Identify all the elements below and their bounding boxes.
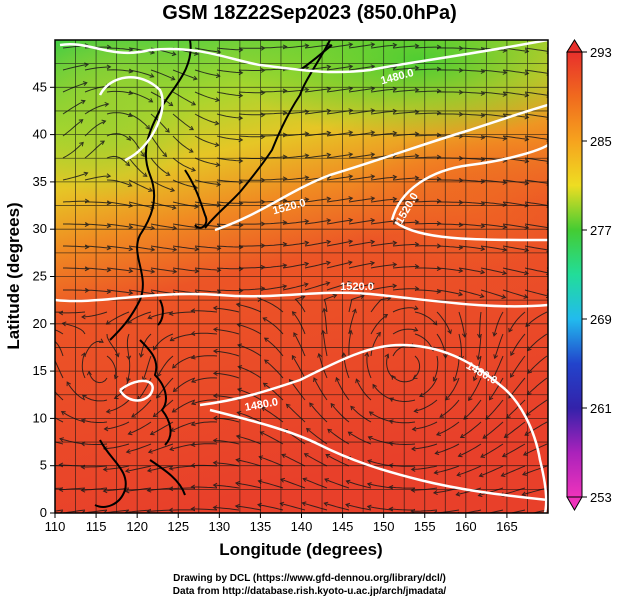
y-axis-ticks: 0 5 10 15 20 25 30 35 40 45 [33,79,55,520]
x-tick-label: 140 [291,519,313,534]
y-axis-label: Latitude (degrees) [4,202,23,349]
y-tick-label: 45 [33,79,47,94]
x-tick-label: 150 [373,519,395,534]
x-axis-ticks: 110 115 120 125 130 135 140 145 150 155 160 165 [45,513,518,534]
contour-label: 1480.0 [244,396,279,414]
y-tick-label: 10 [33,410,47,425]
y-tick-label: 15 [33,363,47,378]
colorbar-tick-label: 269 [590,312,612,327]
x-axis-label: Longitude (degrees) [219,540,382,559]
x-tick-label: 115 [86,519,107,534]
colorbar-tick-label: 253 [590,490,612,505]
wind-streamlines [55,42,548,513]
coastlines [94,40,333,508]
x-tick-label: 130 [208,519,230,534]
x-tick-label: 125 [167,519,189,534]
x-tick-label: 135 [250,519,272,534]
lat-lon-grid [55,40,548,513]
x-tick-label: 145 [332,519,354,534]
y-tick-label: 20 [33,316,47,331]
credit-line-2: Data from http://database.rish.kyoto-u.a… [172,586,447,597]
y-tick-label: 30 [33,221,47,236]
colorbar-tick-label: 277 [590,223,612,238]
x-tick-label: 110 [45,519,66,534]
x-tick-label: 165 [496,519,518,534]
x-tick-label: 155 [414,519,436,534]
geopotential-contours [55,40,548,513]
map-title: GSM 18Z22Sep2023 (850.0hPa) [162,2,457,24]
contour-label: 1520.0 [340,281,374,293]
colorbar-tick-label: 285 [590,134,612,149]
x-tick-label: 120 [126,519,148,534]
y-tick-label: 40 [33,127,47,142]
colorbar-tick-label: 293 [590,45,612,60]
credit-text: Drawing by DCL (https://www.gfd-dennou.o… [0,572,619,598]
y-tick-label: 5 [40,458,47,473]
y-tick-label: 35 [33,174,47,189]
colorbar: 293 285 277 269 261 253 [566,39,612,512]
y-tick-label: 25 [33,269,47,284]
credit-line-1: Drawing by DCL (https://www.gfd-dennou.o… [173,573,446,584]
x-tick-label: 160 [455,519,477,534]
colorbar-tick-label: 261 [590,401,612,416]
y-tick-label: 0 [40,505,47,520]
